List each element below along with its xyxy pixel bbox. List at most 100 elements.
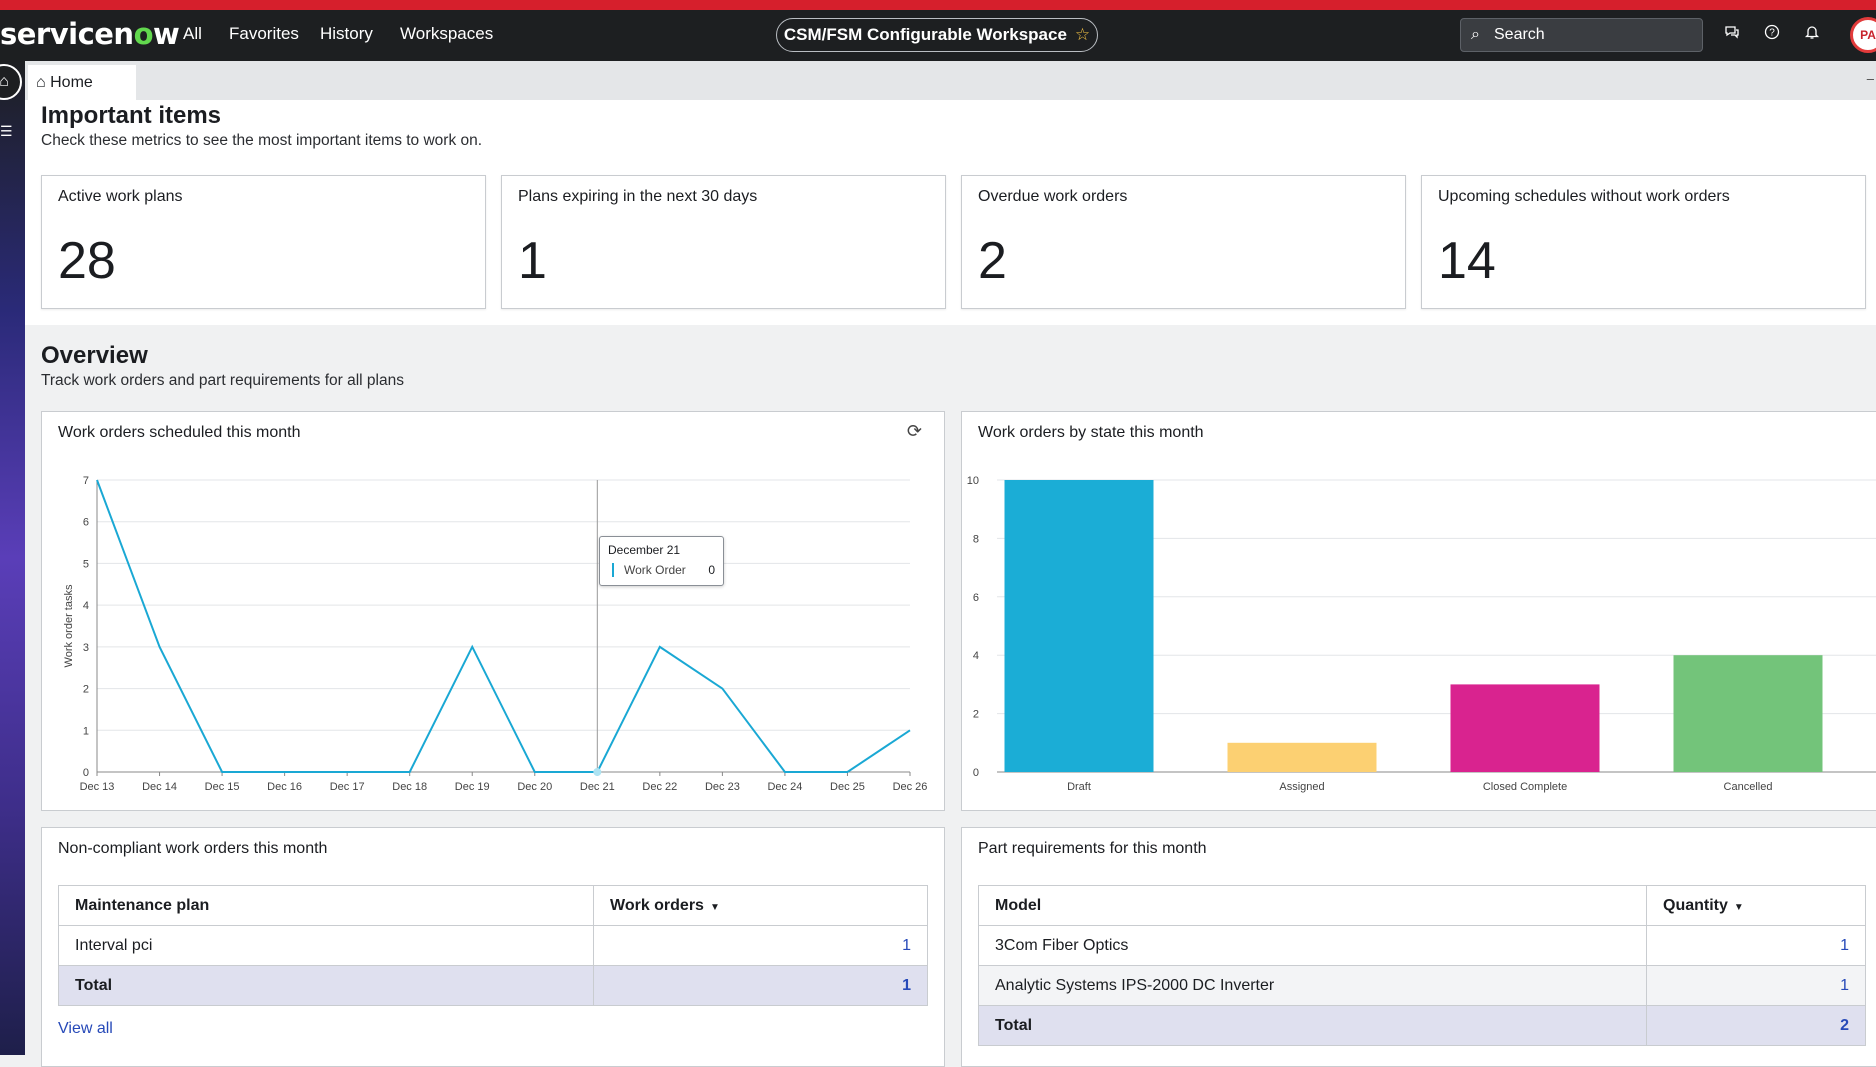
y-tick-label: 10 — [967, 475, 979, 487]
x-tick-label: Dec 26 — [893, 781, 928, 793]
x-tick-label: Dec 24 — [767, 781, 802, 793]
metric-card-upcoming-schedules[interactable]: Upcoming schedules without work orders 1… — [1421, 175, 1866, 309]
noncompliant-card: Non-compliant work orders this month Mai… — [41, 827, 945, 1067]
bar-draft — [1005, 480, 1154, 772]
important-items-title: Important items — [41, 102, 221, 130]
metric-card-plans-expiring[interactable]: Plans expiring in the next 30 days 1 — [501, 175, 946, 309]
important-items-subtitle: Check these metrics to see the most impo… — [41, 132, 482, 150]
home-icon[interactable]: ⌂ — [0, 64, 22, 100]
overview-title: Overview — [41, 342, 148, 370]
left-rail: ⌂ ☰ — [0, 61, 25, 1055]
total-label: Total — [59, 966, 594, 1006]
x-tick-label: Assigned — [1279, 781, 1324, 793]
top-navigation-bar: servicenow All Favorites History Workspa… — [0, 0, 1876, 61]
total-row: Total 2 — [979, 1006, 1866, 1046]
table-row[interactable]: Analytic Systems IPS-2000 DC Inverter 1 — [979, 966, 1866, 1006]
total-value-link[interactable]: 1 — [594, 966, 928, 1006]
y-tick-label: 4 — [83, 600, 89, 612]
x-tick-label: Dec 16 — [267, 781, 302, 793]
x-tick-label: Dec 14 — [142, 781, 177, 793]
parts-title: Part requirements for this month — [978, 840, 1207, 858]
col-work-orders[interactable]: Work orders▼ — [594, 886, 928, 926]
search-placeholder: Search — [1494, 26, 1545, 43]
cell-model: 3Com Fiber Optics — [979, 926, 1647, 966]
x-tick-label: Cancelled — [1724, 781, 1773, 793]
y-tick-label: 4 — [973, 650, 979, 662]
col-model[interactable]: Model — [979, 886, 1647, 926]
x-tick-label: Dec 21 — [580, 781, 615, 793]
x-tick-label: Dec 23 — [705, 781, 740, 793]
tab-home[interactable]: ⌂ Home — [28, 65, 136, 100]
y-tick-label: 1 — [83, 725, 89, 737]
tooltip-value: 0 — [708, 563, 715, 577]
sort-down-icon: ▼ — [1734, 902, 1744, 913]
more-tabs-icon[interactable]: – — [1867, 71, 1874, 86]
servicenow-logo[interactable]: servicenow — [0, 17, 179, 51]
series-line-work-order — [97, 480, 910, 772]
view-all-link[interactable]: View all — [58, 1020, 113, 1038]
metric-label: Plans expiring in the next 30 days — [518, 188, 757, 206]
x-tick-label: Dec 22 — [642, 781, 677, 793]
workspace-name: CSM/FSM Configurable Workspace — [784, 25, 1067, 44]
col-maintenance-plan[interactable]: Maintenance plan — [59, 886, 594, 926]
help-icon[interactable]: ? — [1762, 24, 1782, 45]
metric-value: 28 — [58, 231, 116, 291]
metric-card-active-work-plans[interactable]: Active work plans 28 — [41, 175, 486, 309]
x-tick-label: Dec 13 — [80, 781, 115, 793]
important-items-section: Important items Check these metrics to s… — [25, 100, 1876, 325]
global-search-input[interactable]: ⌕ Search — [1460, 18, 1703, 52]
total-row: Total 1 — [59, 966, 928, 1006]
cell-count-link[interactable]: 1 — [594, 926, 928, 966]
bar-closed-complete — [1451, 684, 1600, 772]
table-row[interactable]: Interval pci 1 — [59, 926, 928, 966]
bar-chart[interactable]: 0 2 4 6 8 10 Draft Assigned Closed Complete Cance… — [962, 412, 1876, 812]
tooltip-series: Work Order — [612, 563, 686, 577]
overview-subtitle: Track work orders and part requirements … — [41, 372, 404, 390]
chat-icon[interactable] — [1722, 24, 1742, 45]
total-label: Total — [979, 1006, 1647, 1046]
menu-icon[interactable]: ☰ — [0, 123, 13, 140]
bar-assigned — [1228, 743, 1377, 772]
noncompliant-title: Non-compliant work orders this month — [58, 840, 327, 858]
parts-table: Model Quantity▼ 3Com Fiber Optics 1 Anal… — [978, 885, 1866, 1046]
metric-value: 14 — [1438, 231, 1496, 291]
noncompliant-table: Maintenance plan Work orders▼ Interval p… — [58, 885, 928, 1006]
table-row[interactable]: 3Com Fiber Optics 1 — [979, 926, 1866, 966]
nav-favorites[interactable]: Favorites — [229, 24, 299, 44]
total-value-link[interactable]: 2 — [1647, 1006, 1866, 1046]
y-tick-label: 5 — [83, 558, 89, 570]
chart-tooltip: December 21 Work Order 0 — [599, 536, 724, 586]
nav-all[interactable]: All — [183, 24, 202, 44]
y-tick-label: 6 — [973, 592, 979, 604]
y-tick-label: 8 — [973, 533, 979, 545]
cell-plan: Interval pci — [59, 926, 594, 966]
nav-workspaces[interactable]: Workspaces — [400, 24, 493, 44]
x-tick-label: Closed Complete — [1483, 781, 1567, 793]
cell-model: Analytic Systems IPS-2000 DC Inverter — [979, 966, 1647, 1006]
main-content: Important items Check these metrics to s… — [25, 100, 1876, 1055]
star-icon[interactable]: ☆ — [1075, 25, 1090, 44]
workspace-selector[interactable]: CSM/FSM Configurable Workspace ☆ — [776, 18, 1098, 52]
parts-card: Part requirements for this month Model Q… — [961, 827, 1876, 1067]
x-tick-label: Draft — [1067, 781, 1091, 793]
user-avatar[interactable]: PA — [1850, 17, 1876, 53]
x-tick-label: Dec 20 — [517, 781, 552, 793]
nav-history[interactable]: History — [320, 24, 373, 44]
bar-cancelled — [1674, 655, 1823, 772]
metric-card-overdue-work-orders[interactable]: Overdue work orders 2 — [961, 175, 1406, 309]
col-quantity[interactable]: Quantity▼ — [1647, 886, 1866, 926]
metric-label: Upcoming schedules without work orders — [1438, 188, 1730, 206]
svg-text:?: ? — [1769, 28, 1775, 39]
cell-qty-link[interactable]: 1 — [1647, 966, 1866, 1006]
y-axis-label: Work order tasks — [63, 584, 75, 667]
search-icon: ⌕ — [1471, 19, 1480, 51]
cell-qty-link[interactable]: 1 — [1647, 926, 1866, 966]
y-tick-label: 2 — [973, 709, 979, 721]
metric-label: Overdue work orders — [978, 188, 1127, 206]
bell-icon[interactable] — [1802, 24, 1822, 45]
data-point — [593, 768, 601, 776]
y-tick-label: 0 — [973, 767, 979, 779]
